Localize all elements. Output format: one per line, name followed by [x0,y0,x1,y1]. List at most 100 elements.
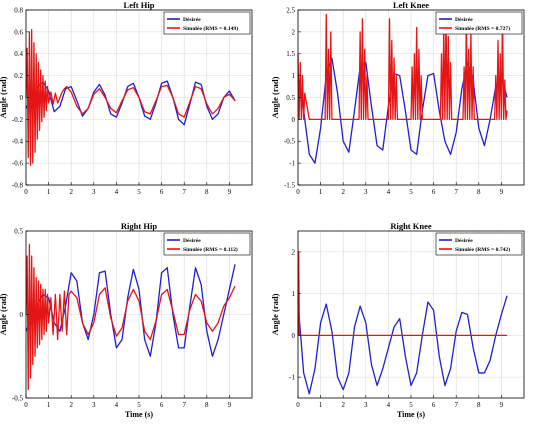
legend-label: Désirée [455,17,473,23]
y-tick-label: -0.4 [12,138,24,146]
chart-panel-4: 0 1 2 3 4 5 6 7 8 9 -1 0 1 2 Right Knee Angle (rad) Time… [270,221,525,419]
chart-panel-2: 0 1 2 3 4 5 6 7 8 9 -1.5 -1 -0.5 0 0.5 1 1.5 2 2.5 Left Kne… [270,0,525,196]
y-tick-label: 1 [292,72,296,80]
legend-label: Simulée (RMS = 0.112) [183,246,238,253]
y-tick-label: 0.6 [14,28,23,36]
y-tick-label: 0 [292,332,296,340]
y-tick-label: -0.5 [12,394,24,402]
x-tick-label: 9 [500,401,504,409]
chart-title: Left Knee [393,0,429,10]
y-tick-label: 0.8 [14,6,23,14]
y-tick-label: 1 [292,290,296,298]
y-tick-label: 0.4 [14,50,23,58]
x-tick-label: 6 [432,188,436,196]
legend-label: Simulée (RMS = 0.149) [183,25,238,32]
x-tick-label: 5 [409,401,413,409]
x-tick-label: 2 [69,188,73,196]
legend-box [435,11,523,35]
x-tick-label: 3 [92,188,96,196]
y-tick-label: -1 [289,160,295,168]
x-tick-label: 7 [454,401,458,409]
x-tick-label: 7 [182,188,186,196]
x-tick-label: 1 [47,188,51,196]
x-tick-label: 4 [115,188,119,196]
x-tick-label: 4 [387,188,391,196]
x-tick-label: 2 [69,401,73,409]
chart-panel-1: 0 1 2 3 4 5 6 7 8 9 -0.8 -0.6 -0.4 -0.2 0 0.2 0.4 0.6 0.8 L… [0,0,253,196]
x-tick-label: 2 [341,188,345,196]
y-axis-label: Angle (rad) [270,76,280,118]
legend: Désirée Simulée (RMS = 0.112) [163,232,251,256]
y-tick-label: 0.5 [286,94,295,102]
x-tick-label: 0 [296,188,300,196]
legend: Désirée Simulée (RMS = 0.742) [435,232,523,256]
x-tick-label: 8 [477,188,481,196]
x-axis-label: Time (s) [125,410,153,419]
y-tick-label: -1.5 [284,181,296,189]
x-axis-label: Time (s) [397,410,425,419]
y-tick-label: 2 [292,28,296,36]
x-tick-label: 9 [228,401,232,409]
chart-title: Left Hip [124,0,155,10]
y-tick-label: 0 [20,94,24,102]
legend-box [163,232,251,256]
x-tick-label: 1 [47,401,51,409]
x-tick-label: 1 [319,188,323,196]
y-tick-label: 0.2 [14,72,23,80]
x-tick-label: 0 [24,401,28,409]
y-tick-label: 2.5 [286,6,295,14]
x-tick-label: 3 [364,188,368,196]
x-tick-label: 3 [364,401,368,409]
legend: Désirée Simulée (RMS = 0.727) [435,11,523,35]
chart-title: Right Hip [121,221,157,231]
x-tick-label: 5 [137,401,141,409]
x-tick-label: 2 [341,401,345,409]
series-line-desired [297,57,508,164]
x-tick-label: 9 [228,188,232,196]
x-tick-label: 6 [160,401,164,409]
legend-box [163,11,251,35]
legend-label: Désirée [455,238,473,244]
y-tick-label: 1.5 [286,50,295,58]
x-tick-label: 4 [115,401,119,409]
y-axis-label: Angle (rad) [0,76,8,118]
x-tick-label: 8 [205,188,209,196]
legend-label: Simulée (RMS = 0.742) [455,246,510,253]
y-tick-label: 0 [292,116,296,124]
y-tick-label: -0.8 [12,181,24,189]
series-line-simulated [297,13,508,121]
legend-label: Simulée (RMS = 0.727) [455,25,510,32]
x-tick-label: 5 [409,188,413,196]
x-tick-label: 6 [432,401,436,409]
y-tick-label: -0.5 [284,138,296,146]
y-axis-label: Angle (rad) [0,293,8,335]
x-tick-label: 7 [182,401,186,409]
x-tick-label: 6 [160,188,164,196]
chart-title: Right Knee [390,221,432,231]
series-line-desired [297,295,508,395]
y-tick-label: 0.5 [14,227,23,235]
y-axis-label: Angle (rad) [270,293,280,335]
legend: Désirée Simulée (RMS = 0.149) [163,11,251,35]
y-tick-label: 0 [20,311,24,319]
x-tick-label: 9 [500,188,504,196]
series-line-simulated [25,243,236,391]
x-tick-label: 1 [319,401,323,409]
series-line-simulated [25,29,236,166]
x-tick-label: 0 [296,401,300,409]
series-line-desired [25,80,236,126]
x-tick-label: 8 [205,401,209,409]
x-tick-label: 5 [137,188,141,196]
legend-box [435,232,523,256]
x-tick-label: 0 [24,188,28,196]
legend-label: Désirée [183,17,201,23]
x-tick-label: 4 [387,401,391,409]
y-tick-label: -1 [289,374,295,382]
legend-label: Désirée [183,238,201,244]
x-tick-label: 7 [454,188,458,196]
y-tick-label: -0.2 [12,116,24,124]
y-tick-label: 2 [292,248,296,256]
